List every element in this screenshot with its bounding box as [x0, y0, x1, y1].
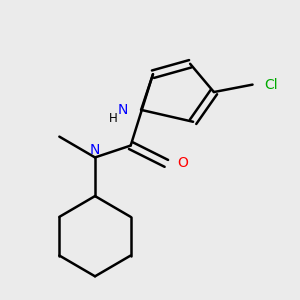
Text: H: H: [109, 112, 117, 125]
Text: N: N: [118, 103, 128, 117]
Text: O: O: [178, 156, 188, 170]
Text: Cl: Cl: [264, 78, 278, 92]
Text: N: N: [90, 143, 100, 157]
